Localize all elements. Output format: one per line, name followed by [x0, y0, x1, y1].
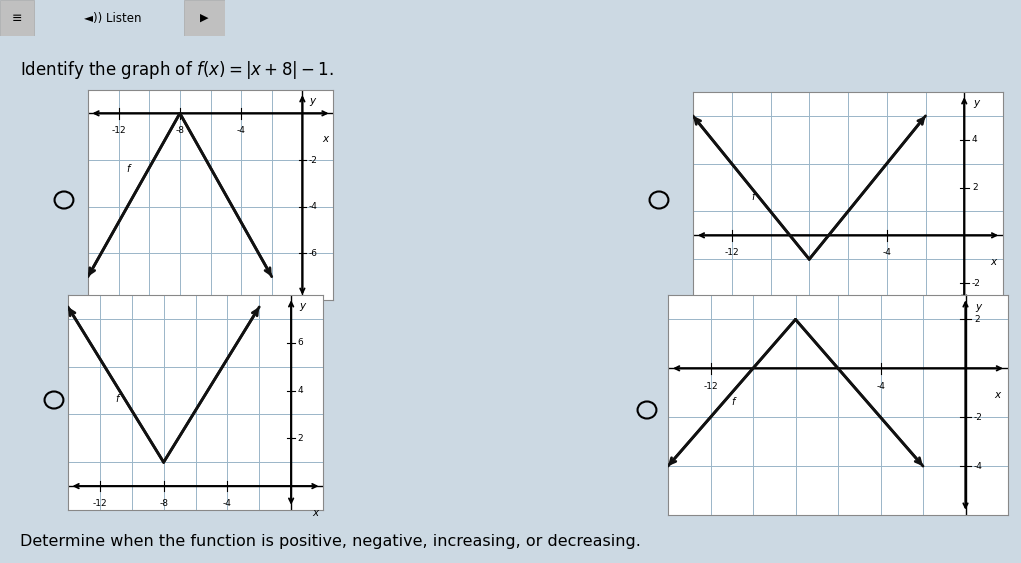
Text: f: f	[127, 164, 130, 173]
Text: 2: 2	[297, 434, 303, 443]
Text: -4: -4	[876, 382, 885, 391]
Text: -12: -12	[93, 499, 107, 508]
Text: f: f	[732, 397, 735, 407]
Text: y: y	[976, 302, 982, 311]
Text: -2: -2	[974, 413, 983, 422]
Text: 2: 2	[972, 183, 978, 192]
Text: ◄)) Listen: ◄)) Listen	[84, 11, 141, 25]
Text: -12: -12	[725, 248, 739, 257]
Text: -2: -2	[972, 279, 981, 288]
Bar	[0, 0, 34, 36]
Text: ≡: ≡	[11, 11, 22, 25]
Text: -12: -12	[703, 382, 718, 391]
Text: -6: -6	[308, 249, 318, 258]
Text: 6: 6	[297, 338, 303, 347]
Text: y: y	[309, 96, 315, 106]
Text: x: x	[990, 257, 996, 267]
Text: f: f	[115, 395, 119, 404]
Text: -2: -2	[308, 155, 318, 164]
Text: y: y	[974, 99, 980, 109]
Text: -4: -4	[308, 202, 318, 211]
Text: -4: -4	[974, 462, 983, 471]
Text: x: x	[312, 508, 319, 517]
Text: -8: -8	[159, 499, 168, 508]
Text: x: x	[994, 390, 1001, 400]
Text: Determine when the function is positive, negative, increasing, or decreasing.: Determine when the function is positive,…	[20, 534, 641, 549]
Text: f: f	[751, 191, 755, 202]
Text: -12: -12	[111, 126, 126, 135]
Text: 2: 2	[974, 315, 979, 324]
Text: -4: -4	[882, 248, 891, 257]
Text: 4: 4	[297, 386, 303, 395]
Text: y: y	[299, 301, 305, 311]
Text: ▶: ▶	[200, 13, 208, 23]
Text: Identify the graph of $f(x)=|x+8|-1$.: Identify the graph of $f(x)=|x+8|-1$.	[20, 59, 334, 82]
Text: -4: -4	[237, 126, 246, 135]
Text: -4: -4	[223, 499, 232, 508]
Text: -8: -8	[176, 126, 185, 135]
Text: x: x	[323, 135, 329, 144]
Bar	[184, 0, 225, 36]
Text: 4: 4	[972, 135, 978, 144]
